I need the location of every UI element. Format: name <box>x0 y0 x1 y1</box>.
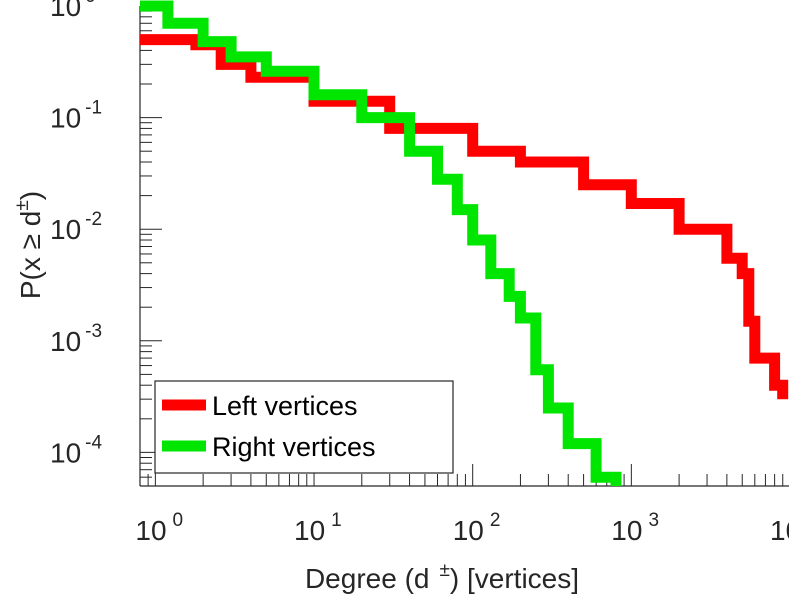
legend: Left vertices Right vertices <box>154 380 454 474</box>
y-tick-exponent: -2 <box>85 209 102 230</box>
y-axis-label-superscript: ± <box>12 200 33 210</box>
x-tick-exponent: 2 <box>490 510 501 531</box>
y-tick-label: 10 -4 <box>50 432 102 468</box>
y-tick-exponent: -1 <box>85 98 102 119</box>
x-tick-exponent: 3 <box>648 510 659 531</box>
legend-box <box>154 380 454 474</box>
y-tick-base: 10 <box>50 437 81 468</box>
x-tick-base: 10 <box>770 515 789 546</box>
x-tick-label: 10 0 <box>135 510 183 546</box>
y-tick-exponent: -4 <box>85 432 102 453</box>
x-tick-base: 10 <box>611 515 642 546</box>
x-tick-exponent: 0 <box>173 510 184 531</box>
x-tick-label: 10 2 <box>453 510 501 546</box>
y-tick-label: 10 -1 <box>50 98 102 134</box>
x-tick-base: 10 <box>453 515 484 546</box>
y-axis-label: P(x ≥ d±) <box>12 191 46 299</box>
x-axis-label-prefix: Degree (d <box>305 563 430 594</box>
x-tick-base: 10 <box>135 515 166 546</box>
y-tick-base: 10 <box>50 326 81 357</box>
series-line-left-vertices <box>140 34 789 400</box>
y-tick-exponent: -3 <box>85 321 102 342</box>
x-tick-exponent: 1 <box>331 510 342 531</box>
x-tick-label: 10 1 <box>294 510 342 546</box>
y-tick-base: 10 <box>50 103 81 134</box>
x-axis-label-superscript: ± <box>439 560 449 581</box>
x-axis-label-suffix: ) [vertices] <box>450 563 579 594</box>
y-tick-label: 10 -3 <box>50 321 102 357</box>
series-line-right-vertices <box>140 0 622 486</box>
series-group <box>140 0 789 486</box>
legend-label-left-vertices: Left vertices <box>212 391 358 421</box>
legend-label-right-vertices: Right vertices <box>212 432 376 462</box>
y-axis-label-suffix: ) <box>15 191 46 200</box>
x-tick-label: 104 <box>770 510 789 546</box>
y-tick-label: 10 -2 <box>50 209 102 245</box>
y-tick-label: 10 0 <box>50 0 96 22</box>
y-tick-exponent: 0 <box>85 0 96 7</box>
y-axis-label-prefix: P(x ≥ d <box>15 211 46 300</box>
x-tick-base: 10 <box>294 515 325 546</box>
y-tick-base: 10 <box>50 214 81 245</box>
x-axis-label: Degree (d ±) [vertices] <box>305 560 579 594</box>
x-tick-label: 10 3 <box>611 510 659 546</box>
y-tick-base: 10 <box>50 0 81 22</box>
